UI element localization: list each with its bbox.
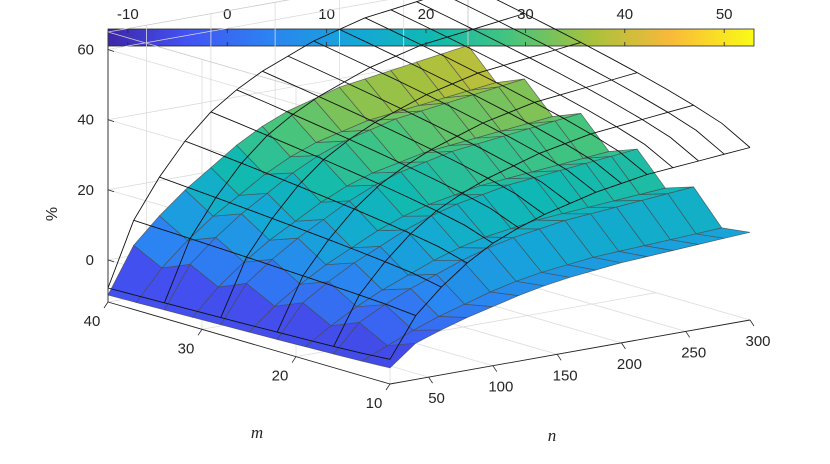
z-tick bbox=[107, 189, 115, 193]
colorbar-tick-label: 10 bbox=[318, 6, 335, 23]
colorbar-tick-label: -10 bbox=[117, 6, 139, 23]
wireframe-line bbox=[287, 55, 571, 204]
wireframe-line bbox=[159, 176, 442, 288]
wireframe-line bbox=[390, 9, 674, 169]
wireframe-upper-bound bbox=[107, 0, 751, 360]
m-tick-label: 40 bbox=[84, 313, 101, 330]
wireframe-line bbox=[184, 140, 468, 264]
n-axis-label: n bbox=[548, 426, 557, 445]
colorbar-tick-label: 40 bbox=[616, 6, 633, 23]
m-tick-label: 10 bbox=[366, 395, 383, 412]
z-tick-label: 60 bbox=[77, 42, 94, 59]
wireframe-line bbox=[389, 147, 751, 360]
wireframe-line bbox=[210, 111, 494, 244]
wireframe-line bbox=[313, 40, 596, 193]
m-tick-label: 20 bbox=[272, 368, 289, 385]
wireframe-line bbox=[133, 219, 416, 317]
n-tick-label: 250 bbox=[681, 344, 706, 361]
z-tick bbox=[107, 119, 115, 123]
colorbar-gradient bbox=[107, 28, 755, 47]
m-tick bbox=[385, 383, 391, 391]
m-axis-label: m bbox=[251, 423, 263, 442]
z-axis-label: % bbox=[44, 207, 61, 221]
z-tick-label: 40 bbox=[77, 112, 94, 129]
m-tick bbox=[197, 329, 203, 336]
colorbar: -10 0 10 20 30 40 50 bbox=[107, 6, 755, 47]
wireframe-line bbox=[107, 287, 391, 360]
wireframe-line bbox=[333, 104, 694, 347]
surface-patch bbox=[696, 227, 751, 239]
wireframe-line bbox=[339, 28, 622, 184]
z-tick-label: 20 bbox=[77, 182, 94, 199]
n-tick bbox=[428, 376, 433, 384]
n-tick bbox=[685, 331, 691, 338]
n-tick bbox=[749, 319, 755, 327]
wireframe-line bbox=[454, 0, 725, 155]
n-tick-label: 50 bbox=[428, 390, 445, 407]
colorbar-tick-label: 50 bbox=[716, 6, 733, 23]
wireframe-line bbox=[107, 0, 424, 289]
wireframe-line bbox=[220, 41, 581, 318]
wireframe-line bbox=[276, 72, 638, 333]
wireframe-line bbox=[416, 1, 699, 162]
z-tick-label: 0 bbox=[86, 252, 94, 269]
colorbar-tick-label: 0 bbox=[223, 6, 231, 23]
n-axis bbox=[389, 319, 751, 385]
wireframe-line bbox=[496, 0, 751, 148]
n-tick-label: 200 bbox=[617, 356, 642, 373]
n-tick bbox=[492, 365, 498, 372]
axes-foreground: 50 100 150 200 250 300 10 20 30 40 0 20 40 60 bbox=[77, 32, 771, 412]
wireframe-line bbox=[163, 13, 525, 303]
m-tick bbox=[291, 356, 297, 363]
n-tick bbox=[621, 342, 626, 350]
m-axis bbox=[107, 301, 391, 385]
n-tick bbox=[556, 354, 562, 361]
z-tick bbox=[107, 49, 115, 52]
wireframe-line bbox=[364, 17, 648, 175]
z-tick bbox=[107, 259, 115, 263]
wireframe-line bbox=[236, 89, 519, 229]
n-tick-label: 300 bbox=[745, 333, 770, 350]
n-tick-label: 100 bbox=[488, 379, 513, 396]
n-tick-label: 150 bbox=[553, 367, 578, 384]
m-tick-label: 30 bbox=[178, 340, 195, 357]
colorbar-ticks: -10 0 10 20 30 40 50 bbox=[117, 6, 733, 46]
m-tick bbox=[103, 301, 109, 309]
wireframe-line bbox=[262, 70, 545, 215]
colorbar-tick-label: 20 bbox=[418, 6, 435, 23]
